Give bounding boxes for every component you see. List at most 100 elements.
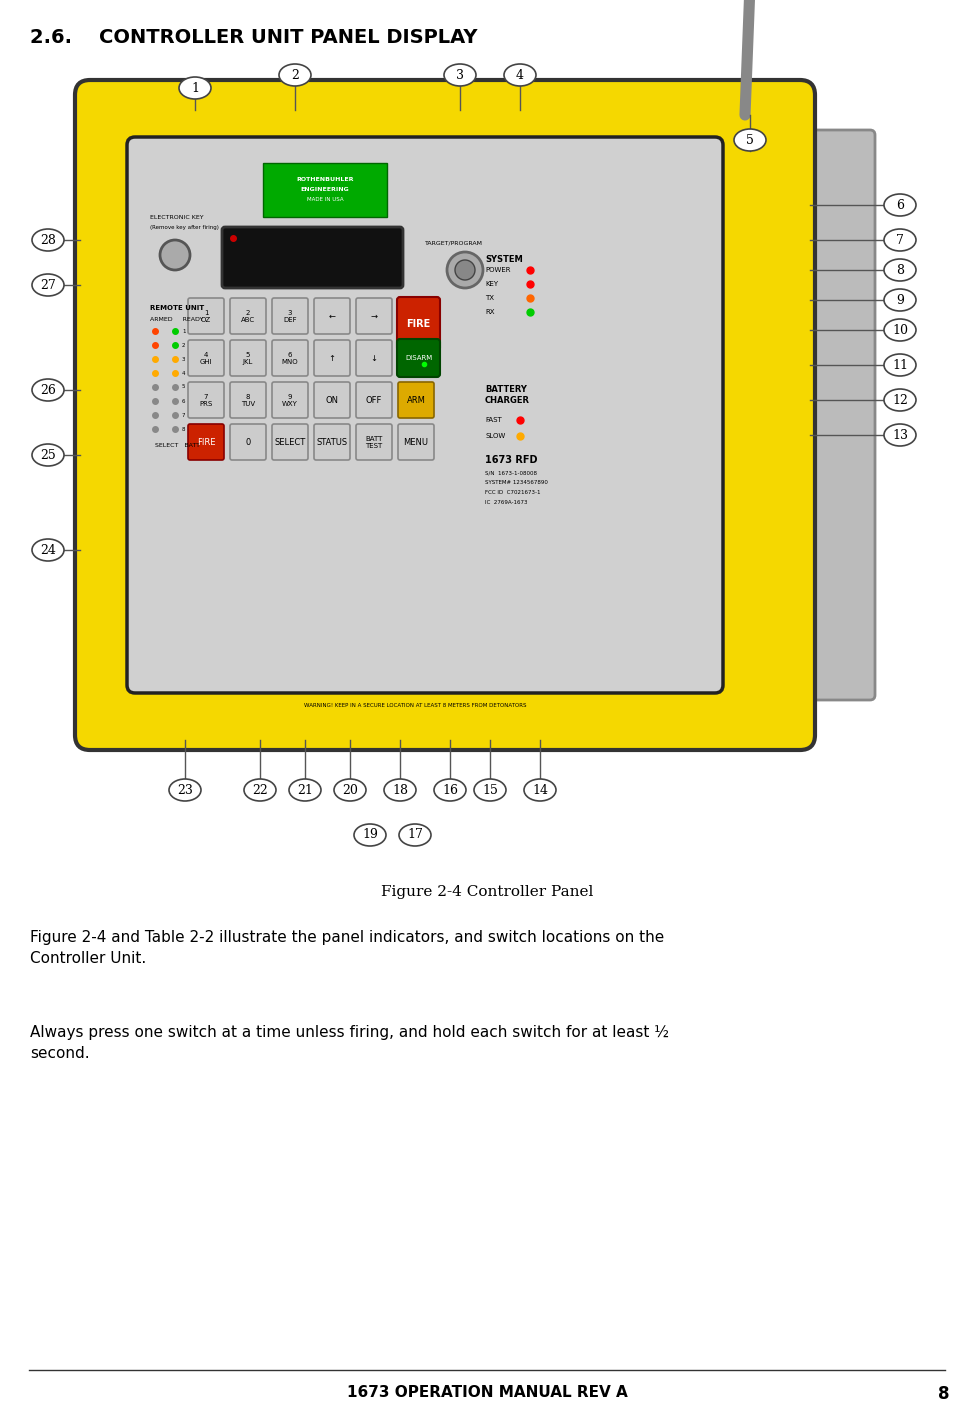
Text: 17: 17: [407, 829, 423, 842]
FancyBboxPatch shape: [230, 340, 266, 376]
FancyBboxPatch shape: [398, 382, 434, 417]
Text: OFF: OFF: [366, 396, 382, 405]
FancyBboxPatch shape: [272, 382, 308, 417]
FancyBboxPatch shape: [314, 340, 350, 376]
Text: Always press one switch at a time unless firing, and hold each switch for at lea: Always press one switch at a time unless…: [30, 1024, 669, 1061]
Text: 7: 7: [896, 233, 904, 246]
Text: 8
TUV: 8 TUV: [241, 393, 255, 406]
Text: TARGET/PROGRAM: TARGET/PROGRAM: [425, 241, 483, 245]
Text: 25: 25: [40, 449, 56, 461]
Text: IC  2769A-1673: IC 2769A-1673: [485, 499, 528, 505]
Text: 5: 5: [182, 385, 185, 389]
Text: ROTHENBUHLER: ROTHENBUHLER: [296, 177, 354, 183]
Ellipse shape: [32, 229, 64, 250]
Text: BATTERY
CHARGER: BATTERY CHARGER: [485, 385, 530, 405]
Text: FIRE: FIRE: [197, 437, 215, 447]
Text: 0: 0: [245, 437, 250, 447]
FancyBboxPatch shape: [222, 226, 403, 289]
Text: 16: 16: [442, 784, 458, 797]
Ellipse shape: [524, 780, 556, 801]
Text: S/N  1673-1-08008: S/N 1673-1-08008: [485, 470, 537, 475]
Ellipse shape: [884, 229, 916, 250]
Ellipse shape: [334, 780, 366, 801]
Text: 27: 27: [40, 279, 56, 291]
FancyBboxPatch shape: [230, 299, 266, 334]
Text: 2.6.    CONTROLLER UNIT PANEL DISPLAY: 2.6. CONTROLLER UNIT PANEL DISPLAY: [30, 28, 477, 47]
FancyBboxPatch shape: [398, 340, 434, 376]
Text: 24: 24: [40, 543, 56, 556]
Ellipse shape: [884, 318, 916, 341]
FancyBboxPatch shape: [188, 424, 224, 460]
Ellipse shape: [32, 379, 64, 400]
Text: KEY: KEY: [485, 282, 498, 287]
Circle shape: [447, 252, 483, 289]
Text: 11: 11: [892, 358, 908, 372]
Text: 20: 20: [342, 784, 357, 797]
FancyBboxPatch shape: [263, 163, 387, 216]
Text: WARNING! KEEP IN A SECURE LOCATION AT LEAST 8 METERS FROM DETONATORS: WARNING! KEEP IN A SECURE LOCATION AT LE…: [304, 702, 526, 708]
FancyBboxPatch shape: [356, 340, 392, 376]
Text: 15: 15: [482, 784, 498, 797]
FancyBboxPatch shape: [127, 137, 723, 693]
Text: 4: 4: [182, 371, 185, 375]
Text: 10: 10: [892, 324, 908, 337]
Text: ELECTRONIC KEY: ELECTRONIC KEY: [150, 215, 204, 219]
Text: SYSTEM# 1234567890: SYSTEM# 1234567890: [485, 480, 547, 485]
Ellipse shape: [179, 76, 211, 99]
Text: FIRE: FIRE: [406, 318, 431, 330]
Text: 5
JKL: 5 JKL: [243, 351, 253, 365]
Ellipse shape: [884, 259, 916, 282]
FancyBboxPatch shape: [397, 340, 440, 376]
Text: ARM: ARM: [406, 396, 426, 405]
Text: 21: 21: [297, 784, 313, 797]
Text: 7
PRS: 7 PRS: [200, 393, 212, 406]
Ellipse shape: [474, 780, 506, 801]
Text: TX: TX: [485, 294, 494, 301]
Ellipse shape: [504, 64, 536, 86]
FancyBboxPatch shape: [397, 297, 440, 351]
Text: FCC ID  C7021673-1: FCC ID C7021673-1: [485, 490, 541, 495]
Text: Figure 2-4 Controller Panel: Figure 2-4 Controller Panel: [381, 884, 593, 899]
Text: SELECT   BATT: SELECT BATT: [155, 443, 200, 449]
Text: BATT
TEST: BATT TEST: [365, 436, 383, 449]
Ellipse shape: [354, 824, 386, 846]
Ellipse shape: [884, 424, 916, 446]
Text: ARMED     READY: ARMED READY: [150, 317, 204, 323]
Text: 1: 1: [182, 328, 185, 334]
Text: ON: ON: [325, 396, 339, 405]
FancyBboxPatch shape: [188, 299, 224, 334]
Text: 6
MNO: 6 MNO: [281, 351, 298, 365]
Ellipse shape: [169, 780, 201, 801]
Text: STATUS: STATUS: [317, 437, 348, 447]
Text: 18: 18: [392, 784, 408, 797]
Text: 1673 RFD: 1673 RFD: [485, 456, 538, 466]
Circle shape: [160, 241, 190, 270]
Text: 5: 5: [746, 133, 754, 147]
Text: ↑: ↑: [328, 354, 335, 362]
Ellipse shape: [884, 389, 916, 410]
Text: 8: 8: [938, 1385, 950, 1404]
Ellipse shape: [884, 289, 916, 311]
Text: 4
GHI: 4 GHI: [200, 351, 212, 365]
FancyBboxPatch shape: [785, 130, 875, 700]
FancyBboxPatch shape: [230, 424, 266, 460]
Text: 2
ABC: 2 ABC: [241, 310, 255, 323]
Text: 7: 7: [182, 413, 185, 417]
Text: 3: 3: [456, 68, 464, 82]
Text: SLOW: SLOW: [485, 433, 506, 439]
Text: 26: 26: [40, 383, 56, 396]
Text: 28: 28: [40, 233, 56, 246]
FancyBboxPatch shape: [314, 382, 350, 417]
Text: 2: 2: [291, 68, 299, 82]
Text: 1673 OPERATION MANUAL REV A: 1673 OPERATION MANUAL REV A: [347, 1385, 627, 1399]
Ellipse shape: [734, 129, 766, 151]
FancyBboxPatch shape: [272, 424, 308, 460]
Ellipse shape: [884, 194, 916, 216]
FancyBboxPatch shape: [398, 299, 434, 334]
FancyBboxPatch shape: [188, 382, 224, 417]
Text: 8: 8: [182, 426, 185, 432]
Text: ENGINEERING: ENGINEERING: [301, 187, 350, 192]
FancyBboxPatch shape: [356, 382, 392, 417]
Ellipse shape: [289, 780, 321, 801]
Text: 6: 6: [896, 198, 904, 211]
